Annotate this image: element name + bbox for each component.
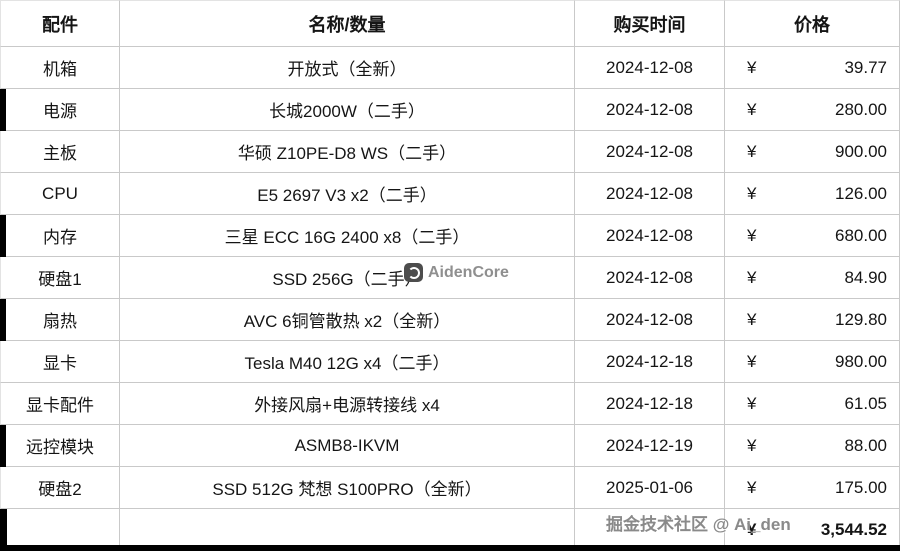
cell-part[interactable]: 主板 <box>0 131 120 173</box>
cell-price[interactable]: ¥84.90 <box>725 257 900 299</box>
table-body: 机箱 开放式（全新） 2024-12-08 ¥39.77 电源 长城2000W（二手） 20… <box>0 47 900 509</box>
header-part[interactable]: 配件 <box>0 0 120 47</box>
price-amount: 680.00 <box>835 225 887 245</box>
table-row: 硬盘1 SSD 256G（二手） 2024-12-08 ¥84.90 <box>0 257 900 299</box>
table-row: 主板 华硕 Z10PE-D8 WS（二手） 2024-12-08 ¥900.00 <box>0 131 900 173</box>
price-amount: 126.00 <box>835 183 887 203</box>
cell-part[interactable]: 显卡配件 <box>0 383 120 425</box>
table-row: 内存 三星 ECC 16G 2400 x8（二手） 2024-12-08 ¥680.0… <box>0 215 900 257</box>
screen-edge-artifact <box>0 509 7 551</box>
watermark-aidencore: AidenCore <box>404 263 509 282</box>
cell-date[interactable]: 2024-12-08 <box>575 257 725 299</box>
table-row: 扇热 AVC 6铜管散热 x2（全新） 2024-12-08 ¥129.80 <box>0 299 900 341</box>
price-amount: 39.77 <box>844 57 887 77</box>
screen-edge-artifact <box>0 425 6 467</box>
cell-part[interactable]: 显卡 <box>0 341 120 383</box>
currency-symbol: ¥ <box>747 351 757 371</box>
currency-symbol: ¥ <box>747 309 757 329</box>
cell-part[interactable]: 硬盘2 <box>0 467 120 509</box>
watermark-aidencore-text: AidenCore <box>428 263 509 281</box>
cell-price[interactable]: ¥39.77 <box>725 47 900 89</box>
price-amount: 980.00 <box>835 351 887 371</box>
currency-symbol: ¥ <box>747 393 757 413</box>
price-amount: 61.05 <box>844 393 887 413</box>
currency-symbol: ¥ <box>747 99 757 119</box>
cell-price[interactable]: ¥88.00 <box>725 425 900 467</box>
currency-symbol: ¥ <box>747 183 757 203</box>
watermark-community: 掘金技术社区 @ Ai_den <box>606 515 791 534</box>
cell-price[interactable]: ¥61.05 <box>725 383 900 425</box>
cell-name[interactable]: ASMB8-IKVM <box>120 425 575 467</box>
cell-name[interactable]: SSD 256G（二手） <box>120 257 575 299</box>
currency-symbol: ¥ <box>747 267 757 287</box>
cell-price[interactable]: ¥900.00 <box>725 131 900 173</box>
currency-symbol: ¥ <box>747 141 757 161</box>
cell-price[interactable]: ¥129.80 <box>725 299 900 341</box>
cell-part[interactable]: 机箱 <box>0 47 120 89</box>
cell-part[interactable]: 硬盘1 <box>0 257 120 299</box>
table-row: 电源 长城2000W（二手） 2024-12-08 ¥280.00 <box>0 89 900 131</box>
cell-part[interactable]: 扇热 <box>0 299 120 341</box>
screen-edge-artifact <box>0 89 6 131</box>
total-amount: 3,544.52 <box>820 519 887 539</box>
cell-name[interactable]: AVC 6铜管散热 x2（全新） <box>120 299 575 341</box>
table-header-row: 配件 名称/数量 购买时间 价格 <box>0 0 900 47</box>
cell-price[interactable]: ¥980.00 <box>725 341 900 383</box>
price-amount: 88.00 <box>844 435 887 455</box>
cell-name[interactable]: SSD 512G 梵想 S100PRO（全新） <box>120 467 575 509</box>
cell-part[interactable]: CPU <box>0 173 120 215</box>
currency-symbol: ¥ <box>747 435 757 455</box>
table-row: 显卡 Tesla M40 12G x4（二手） 2024-12-18 ¥980.00 <box>0 341 900 383</box>
cell-price[interactable]: ¥175.00 <box>725 467 900 509</box>
cell-part[interactable]: 远控模块 <box>0 425 120 467</box>
cell-date[interactable]: 2024-12-19 <box>575 425 725 467</box>
cell-price[interactable]: ¥126.00 <box>725 173 900 215</box>
cell-date[interactable]: 2024-12-18 <box>575 341 725 383</box>
price-amount: 175.00 <box>835 477 887 497</box>
cell-name[interactable]: 三星 ECC 16G 2400 x8（二手） <box>120 215 575 257</box>
cell-name[interactable]: 长城2000W（二手） <box>120 89 575 131</box>
cell-date[interactable]: 2024-12-08 <box>575 215 725 257</box>
screen-edge-artifact <box>0 299 6 341</box>
currency-symbol: ¥ <box>747 519 757 539</box>
cell-date[interactable]: 2024-12-08 <box>575 89 725 131</box>
cell-name[interactable]: E5 2697 V3 x2（二手） <box>120 173 575 215</box>
header-price[interactable]: 价格 <box>725 0 900 47</box>
cell-name[interactable]: 开放式（全新） <box>120 47 575 89</box>
cell-price[interactable]: ¥280.00 <box>725 89 900 131</box>
cell-name[interactable]: Tesla M40 12G x4（二手） <box>120 341 575 383</box>
currency-symbol: ¥ <box>747 477 757 497</box>
cell-name[interactable]: 华硕 Z10PE-D8 WS（二手） <box>120 131 575 173</box>
price-amount: 129.80 <box>835 309 887 329</box>
cell-date[interactable]: 2025-01-06 <box>575 467 725 509</box>
table-row: CPU E5 2697 V3 x2（二手） 2024-12-08 ¥126.00 <box>0 173 900 215</box>
cell-part[interactable]: 内存 <box>0 215 120 257</box>
currency-symbol: ¥ <box>747 225 757 245</box>
cell-date[interactable]: 2024-12-18 <box>575 383 725 425</box>
aidencore-logo-icon <box>404 263 423 282</box>
screen-edge-artifact <box>0 545 900 551</box>
currency-symbol: ¥ <box>747 57 757 77</box>
cell-date[interactable]: 2024-12-08 <box>575 47 725 89</box>
header-name[interactable]: 名称/数量 <box>120 0 575 47</box>
cell-price[interactable]: ¥680.00 <box>725 215 900 257</box>
price-amount: 900.00 <box>835 141 887 161</box>
table-row: 远控模块 ASMB8-IKVM 2024-12-19 ¥88.00 <box>0 425 900 467</box>
screen-edge-artifact <box>0 215 6 257</box>
cell-name[interactable]: 外接风扇+电源转接线 x4 <box>120 383 575 425</box>
price-amount: 280.00 <box>835 99 887 119</box>
table-row: 硬盘2 SSD 512G 梵想 S100PRO（全新） 2025-01-06 ¥175… <box>0 467 900 509</box>
table-row: 机箱 开放式（全新） 2024-12-08 ¥39.77 <box>0 47 900 89</box>
cell-part[interactable]: 电源 <box>0 89 120 131</box>
table-row: 显卡配件 外接风扇+电源转接线 x4 2024-12-18 ¥61.05 <box>0 383 900 425</box>
cell-date[interactable]: 2024-12-08 <box>575 173 725 215</box>
cell-date[interactable]: 2024-12-08 <box>575 299 725 341</box>
header-date[interactable]: 购买时间 <box>575 0 725 47</box>
cell-date[interactable]: 2024-12-08 <box>575 131 725 173</box>
price-amount: 84.90 <box>844 267 887 287</box>
